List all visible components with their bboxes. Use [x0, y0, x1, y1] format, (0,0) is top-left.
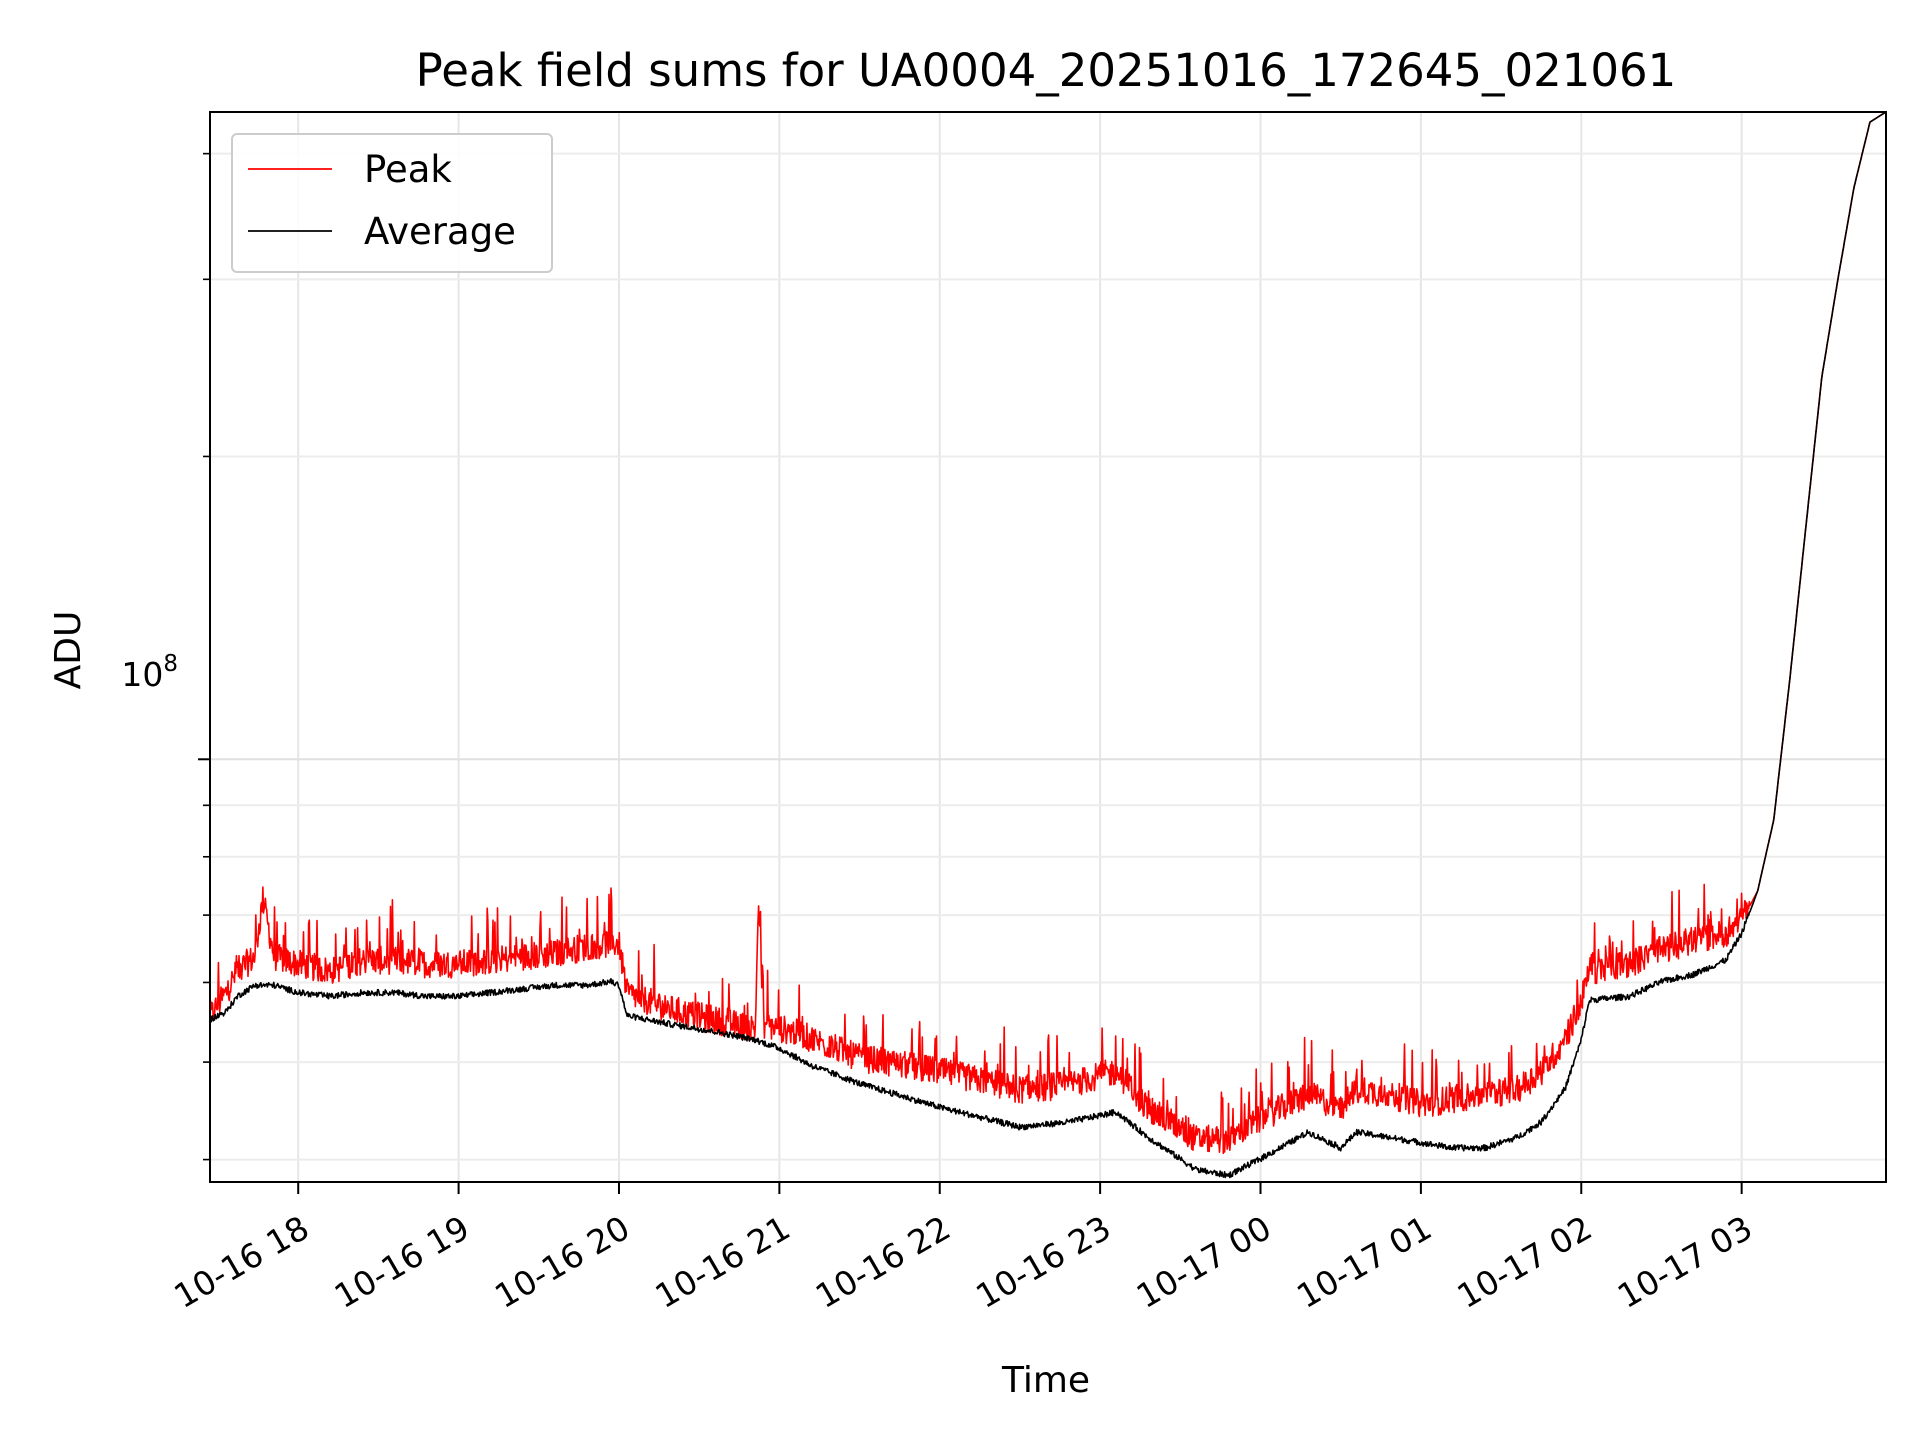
y-tick-label-1e8: 108	[121, 651, 178, 694]
legend-peak-label: Peak	[364, 148, 452, 191]
y-tick-label-exponent: 8	[163, 651, 178, 677]
chart-title: Peak field sums for UA0004_20251016_1726…	[416, 44, 1677, 97]
average-series-line	[209, 111, 1887, 1179]
plot-frame	[209, 111, 1887, 1183]
legend: Peak Average	[231, 133, 553, 273]
peak-series-line	[209, 111, 1887, 1155]
grid	[210, 112, 1886, 1182]
legend-average-label: Average	[364, 210, 516, 253]
y-axis-label: ADU	[48, 611, 89, 690]
x-axis-label: Time	[1001, 1360, 1090, 1401]
y-tick-label-base: 10	[121, 655, 163, 694]
plot-series	[209, 111, 1887, 1179]
